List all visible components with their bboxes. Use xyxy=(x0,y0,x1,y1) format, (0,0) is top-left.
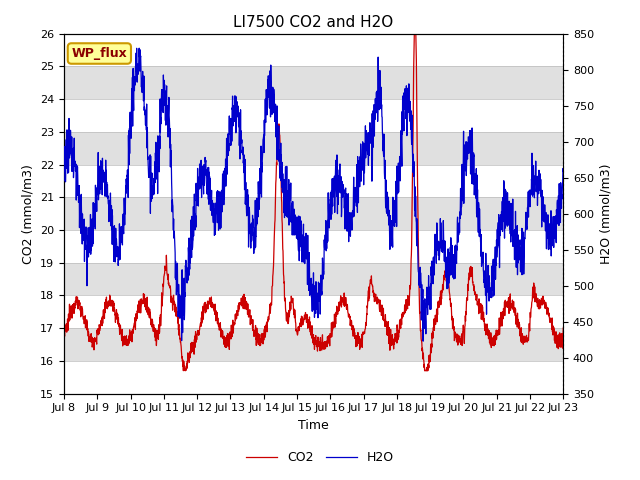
H2O xyxy=(135,45,143,51)
CO2 xyxy=(545,310,553,316)
Line: H2O: H2O xyxy=(64,48,563,341)
H2O xyxy=(60,178,68,183)
CO2 xyxy=(559,325,567,331)
CO2 xyxy=(303,312,311,317)
Bar xyxy=(64,328,563,361)
X-axis label: Time: Time xyxy=(298,419,329,432)
H2O xyxy=(454,214,461,220)
Bar xyxy=(64,132,563,165)
H2O xyxy=(86,228,93,234)
CO2 xyxy=(180,368,188,373)
Title: LI7500 CO2 and H2O: LI7500 CO2 and H2O xyxy=(234,15,394,30)
Line: CO2: CO2 xyxy=(64,17,563,371)
H2O xyxy=(419,338,427,344)
H2O xyxy=(545,233,553,239)
H2O xyxy=(290,232,298,238)
CO2 xyxy=(545,314,553,320)
H2O xyxy=(559,168,567,174)
Bar xyxy=(64,197,563,230)
Legend: CO2, H2O: CO2, H2O xyxy=(241,446,399,469)
Text: WP_flux: WP_flux xyxy=(72,47,127,60)
CO2 xyxy=(86,334,93,339)
CO2 xyxy=(290,309,298,315)
Bar xyxy=(64,263,563,295)
Bar xyxy=(64,66,563,99)
CO2 xyxy=(454,331,461,337)
H2O xyxy=(303,251,311,257)
Y-axis label: CO2 (mmol/m3): CO2 (mmol/m3) xyxy=(22,164,35,264)
CO2 xyxy=(411,14,419,20)
CO2 xyxy=(60,334,68,339)
H2O xyxy=(545,221,553,227)
Y-axis label: H2O (mmol/m3): H2O (mmol/m3) xyxy=(600,163,612,264)
